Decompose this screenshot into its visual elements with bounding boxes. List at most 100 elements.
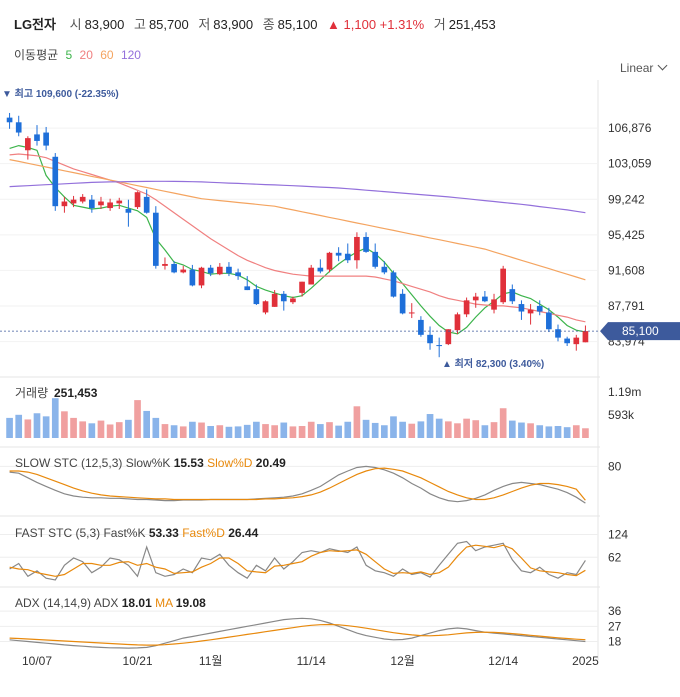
indicator-tick-label: 62 <box>608 550 622 564</box>
scale-selector[interactable]: Linear <box>620 60 668 75</box>
candle-body <box>134 192 141 208</box>
volume-bar <box>143 410 151 438</box>
candle-body <box>34 134 40 141</box>
change-value: ▲ 1,100 +1.31% <box>327 17 425 32</box>
volume-bar <box>115 422 123 438</box>
indicator-line <box>9 623 586 646</box>
candle-body <box>573 337 580 345</box>
volume-tick-label: 593k <box>608 408 635 422</box>
indicator-line <box>9 544 586 577</box>
volume-bar <box>298 426 306 438</box>
ma-120-line <box>9 180 586 214</box>
candles <box>6 112 589 358</box>
volume-bar <box>79 421 87 438</box>
open-value: 83,900 <box>84 17 125 32</box>
candle-body <box>226 266 232 274</box>
volume-bar <box>454 423 461 438</box>
indicator-title: ADX (14,14,9) <box>15 596 94 610</box>
close-value: 85,100 <box>277 17 318 32</box>
stock-name: LG전자 <box>14 17 56 32</box>
indicator-tick-label: 27 <box>608 619 622 633</box>
x-tick-label: 10/21 <box>123 654 153 668</box>
candle-body <box>418 319 424 335</box>
candle-body <box>472 296 479 301</box>
ma-120-label: 120 <box>120 48 141 62</box>
volume-current: 251,453 <box>54 386 98 400</box>
candle-body <box>546 312 552 330</box>
ma-5-line <box>9 144 586 335</box>
volume-bar <box>161 424 169 438</box>
candle-body <box>509 289 516 302</box>
high-value: 85,700 <box>148 17 189 32</box>
candle-body <box>70 199 77 204</box>
candle-body <box>436 345 443 347</box>
indicator-line <box>9 465 586 504</box>
candle-body <box>335 252 342 256</box>
series-name: Slow%K <box>126 456 174 470</box>
volume-bar <box>33 413 41 438</box>
ma-legend-label: 이동평균 <box>14 48 59 62</box>
price-tick-label: 87,791 <box>608 299 645 313</box>
candle-body <box>326 252 333 270</box>
max-price-annotation: ▼ 최고 109,600 (-22.35%) <box>2 87 119 100</box>
volume-bar <box>527 423 534 438</box>
price-tick-label: 99,242 <box>608 192 645 206</box>
candle-body <box>491 299 497 310</box>
volume-bar <box>207 426 214 438</box>
candle-body <box>518 304 525 312</box>
candle-body <box>344 253 351 261</box>
min-price-annotation: ▲ 최저 82,300 (3.40%) <box>442 357 544 370</box>
volume-bar <box>335 425 342 438</box>
volume-value: 251,453 <box>448 17 496 32</box>
volume-bar <box>15 414 23 438</box>
candle-body <box>143 196 150 213</box>
volume-bar <box>179 426 187 438</box>
indicator-title: SLOW STC (12,5,3) <box>15 456 126 470</box>
volume-bar <box>189 421 196 438</box>
volume-bar <box>499 408 507 438</box>
volume-bar <box>518 422 525 438</box>
candle-body <box>198 267 205 286</box>
candle-body <box>536 305 543 312</box>
ma-5-label: 5 <box>65 48 73 62</box>
candle-body <box>427 334 433 344</box>
candle-body <box>390 272 397 297</box>
candle-body <box>564 338 570 344</box>
indicator-line <box>9 540 586 581</box>
candle-body <box>253 289 260 305</box>
candle-body <box>52 156 59 207</box>
volume-bar <box>42 416 50 438</box>
indicator-legend: SLOW STC (12,5,3) Slow%K 15.53 Slow%D 20… <box>15 456 286 470</box>
candle-body <box>125 208 132 213</box>
candle-body <box>262 301 269 313</box>
indicator-tick-label: 124 <box>608 528 628 542</box>
volume-bar <box>317 424 324 438</box>
candle-body <box>207 267 214 274</box>
scale-selector-label: Linear <box>620 61 654 75</box>
volume-bar <box>554 426 562 438</box>
volume-bar <box>198 422 205 438</box>
low-label: 저 <box>198 17 211 32</box>
candle-body <box>89 199 95 209</box>
ma-20-label: 20 <box>79 48 93 62</box>
candle-body <box>372 251 379 267</box>
volume-bar <box>24 419 32 438</box>
volume-bar <box>125 419 132 438</box>
x-tick-label: 10/07 <box>22 654 52 668</box>
moving-averages <box>9 144 586 335</box>
volume-tick-label: 1.19m <box>608 385 641 399</box>
volume-bar <box>262 424 269 438</box>
candle-body <box>582 331 589 343</box>
indicator-legend: ADX (14,14,9) ADX 18.01 MA 19.08 <box>15 596 206 610</box>
series-value: 26.44 <box>228 526 258 540</box>
series-value: 19.08 <box>176 596 206 610</box>
candle-body <box>79 196 86 202</box>
close-label: 종 <box>262 17 275 32</box>
volume-bar <box>253 421 260 438</box>
volume-bar <box>481 425 489 438</box>
indicator-line <box>9 467 586 501</box>
candle-body <box>6 117 13 123</box>
volume-bar <box>152 417 160 438</box>
candle-body <box>98 201 104 206</box>
